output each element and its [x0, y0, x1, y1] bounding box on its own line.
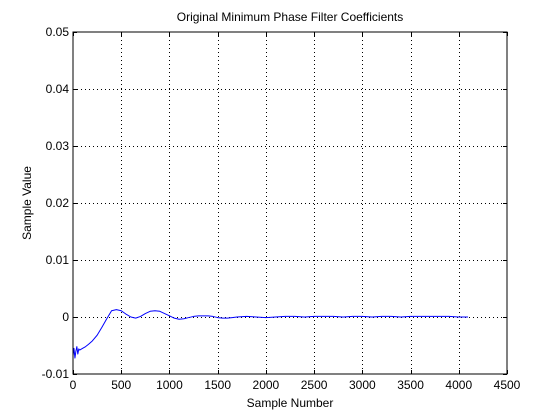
y-tick-labels: -0.01 0 0.01 0.02 0.03 0.04 0.05: [42, 25, 70, 381]
x-tick-label: 0: [70, 378, 77, 392]
x-tick-label: 3000: [349, 378, 376, 392]
x-tick-label: 4500: [494, 378, 521, 392]
y-axis-label: Sample Value: [20, 166, 34, 240]
x-tick-labels: 0 500 1000 1500 2000 2500 3000 3500 4000 4500: [70, 378, 521, 392]
y-tick-label: -0.01: [42, 367, 70, 381]
x-tick-label: 500: [111, 378, 131, 392]
x-axis-label: Sample Number: [247, 396, 334, 410]
x-tick-label: 3500: [397, 378, 424, 392]
y-tick-label: 0.01: [46, 253, 70, 267]
y-tick-label: 0.05: [46, 25, 70, 39]
y-tick-label: 0: [62, 310, 69, 324]
x-tick-label: 2500: [301, 378, 328, 392]
y-tick-label: 0.04: [46, 82, 70, 96]
series-layer: [72, 309, 469, 359]
chart-title: Original Minimum Phase Filter Coefficien…: [177, 10, 404, 24]
x-tick-label: 2000: [253, 378, 280, 392]
series-line: [72, 309, 469, 359]
x-tick-label: 4000: [445, 378, 472, 392]
y-tick-label: 0.02: [46, 196, 70, 210]
x-tick-label: 1000: [156, 378, 183, 392]
ticks: [73, 32, 508, 375]
y-tick-label: 0.03: [46, 139, 70, 153]
x-tick-label: 1500: [204, 378, 231, 392]
